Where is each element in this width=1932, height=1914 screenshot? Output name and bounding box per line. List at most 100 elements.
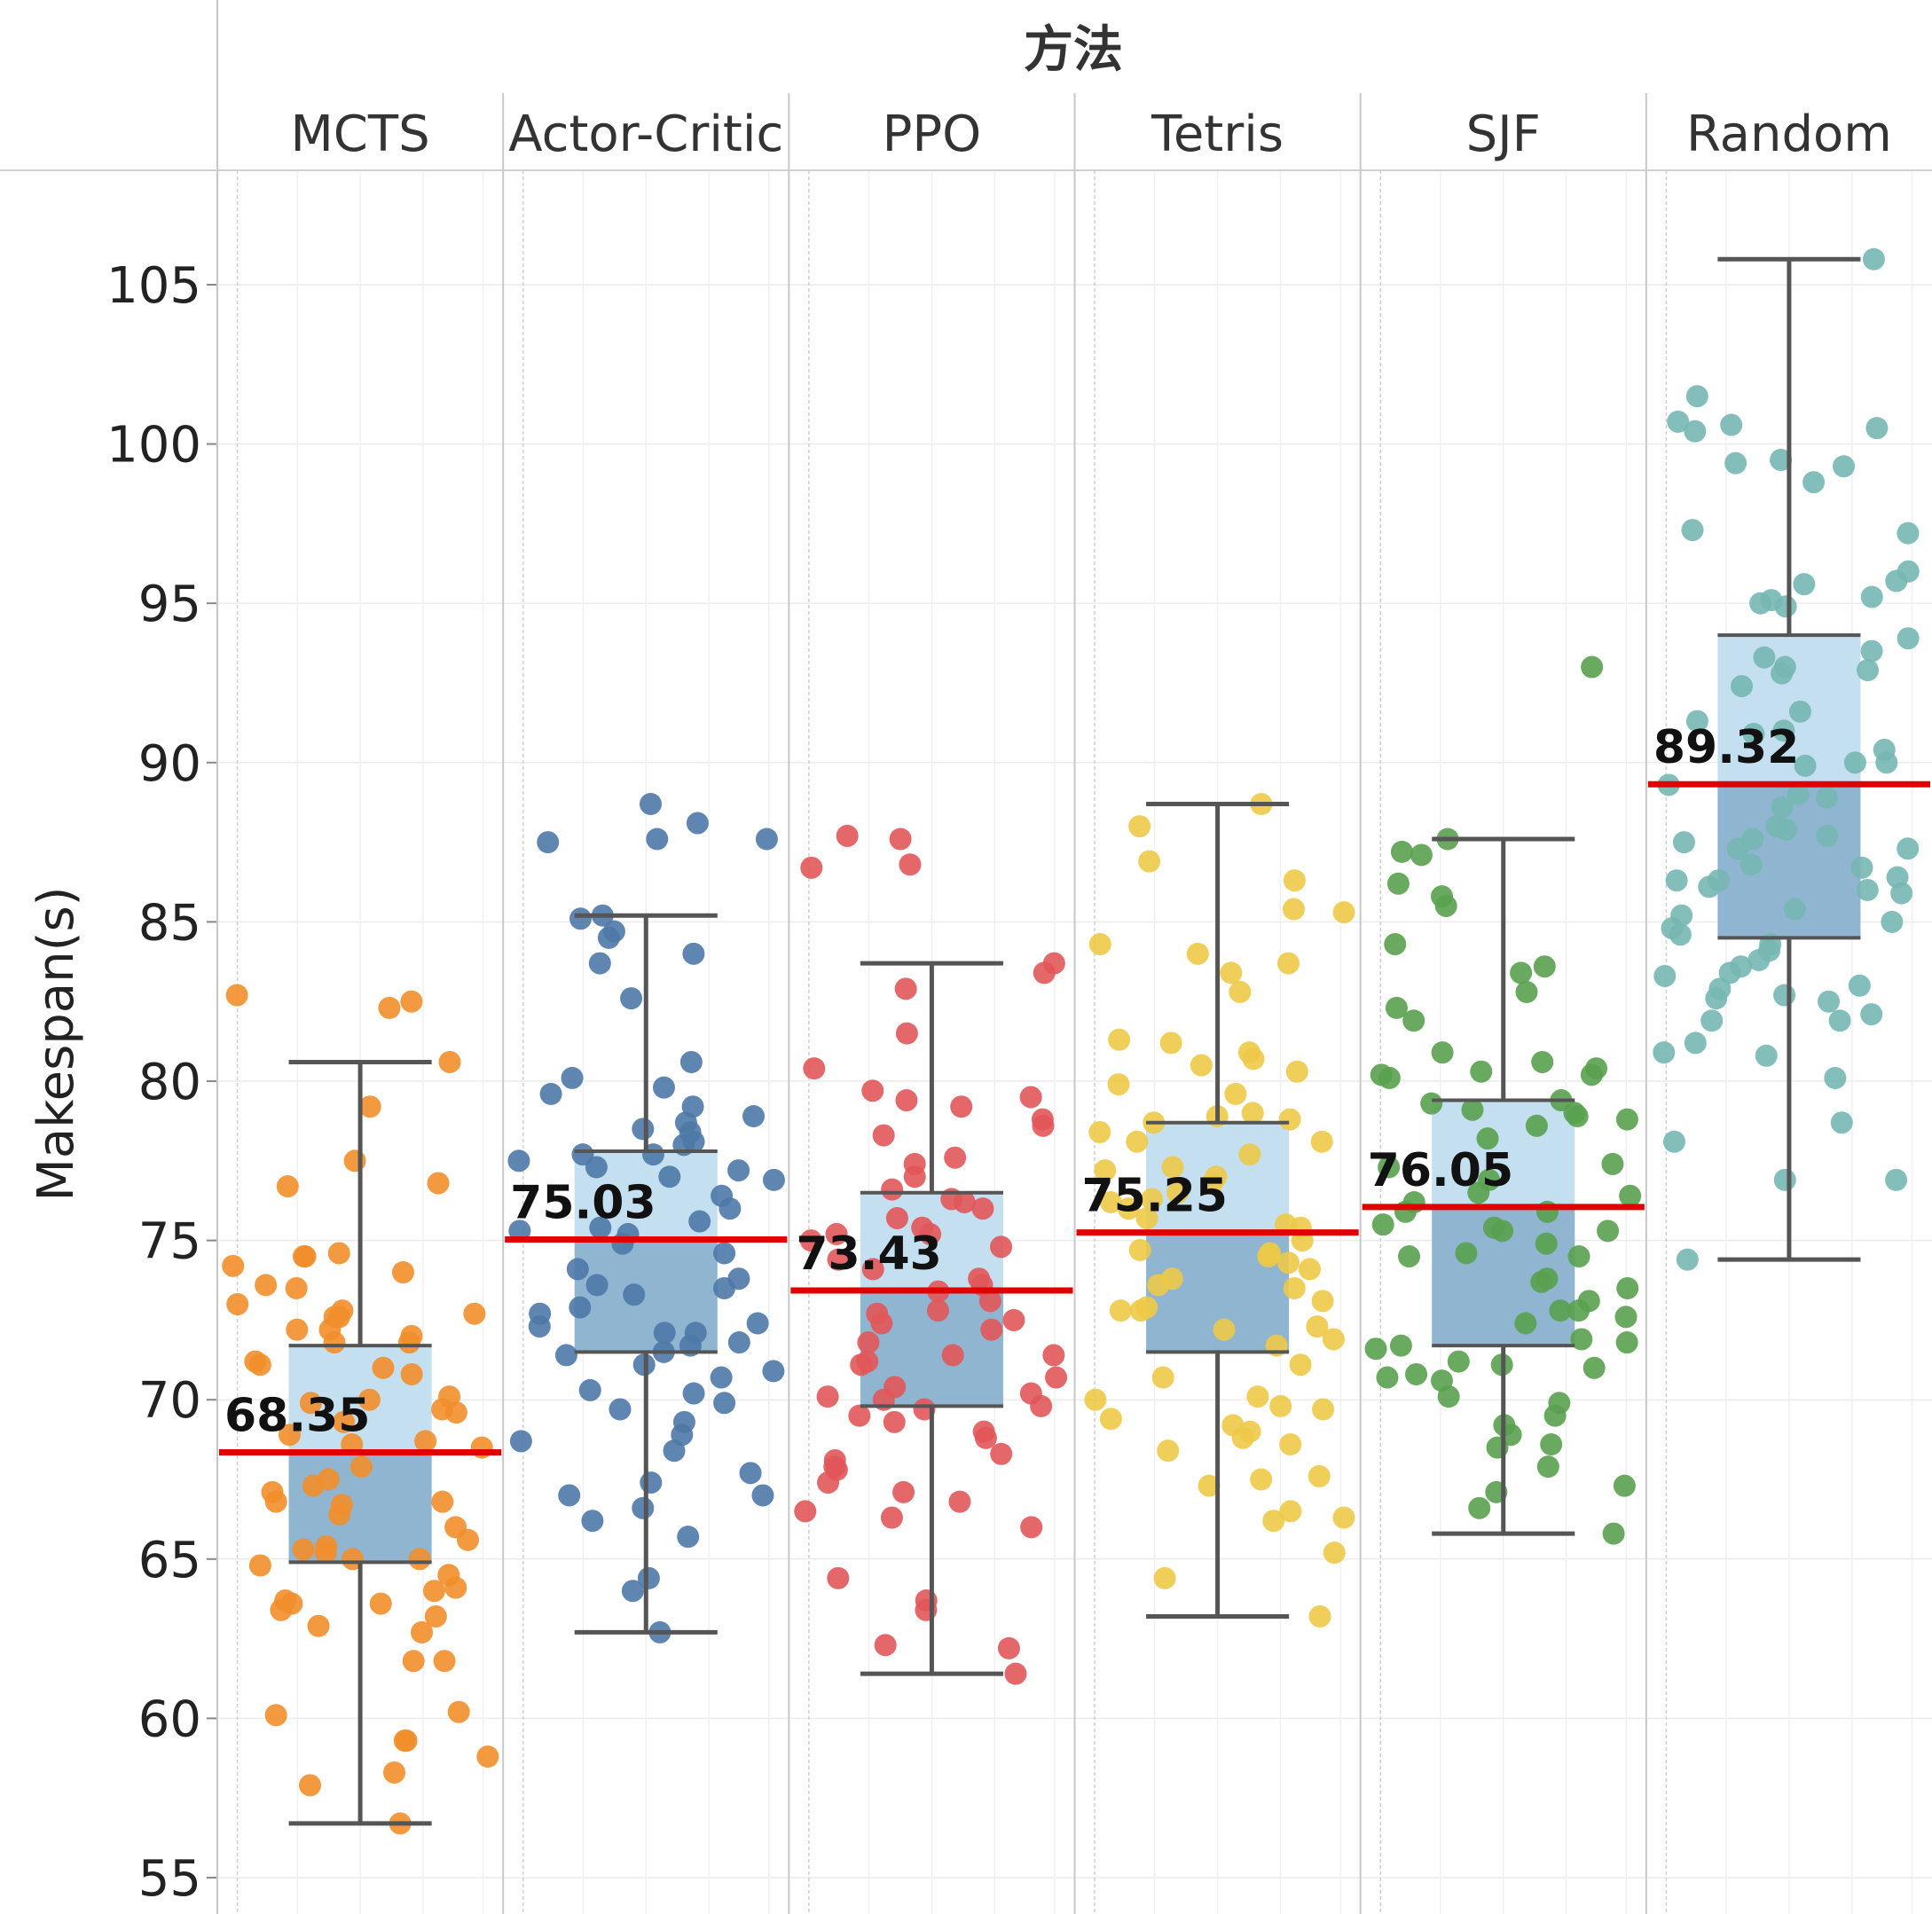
data-point xyxy=(422,1580,445,1603)
data-point xyxy=(866,1302,889,1325)
data-point xyxy=(872,1124,895,1147)
data-point xyxy=(1619,1184,1642,1207)
data-point xyxy=(1283,869,1306,892)
data-point xyxy=(393,1730,416,1753)
mean-label-actor-critic: 75.03 xyxy=(510,1177,656,1230)
data-point xyxy=(424,1604,447,1628)
data-point xyxy=(1259,1242,1282,1265)
data-point xyxy=(554,1344,577,1367)
data-point xyxy=(710,1366,733,1389)
data-point xyxy=(1773,655,1796,679)
data-point xyxy=(1772,719,1795,742)
data-point xyxy=(264,1704,287,1727)
data-point xyxy=(349,1455,373,1479)
data-point xyxy=(682,942,705,965)
data-point xyxy=(1430,1369,1453,1392)
data-point xyxy=(713,1242,736,1265)
data-point xyxy=(248,1554,271,1577)
data-point xyxy=(1740,853,1763,876)
data-point xyxy=(602,920,625,943)
data-point xyxy=(1141,1188,1164,1211)
data-point xyxy=(827,1248,850,1271)
data-point xyxy=(727,1331,750,1354)
mean-layer: 68.35 75.03 73.43 75.25 76.05 89.32 xyxy=(219,721,1930,1455)
y-tick-label: 90 xyxy=(138,735,201,793)
data-point xyxy=(1482,1216,1505,1239)
data-point xyxy=(1455,1242,1478,1265)
data-point xyxy=(1186,942,1209,965)
data-point xyxy=(1161,1156,1184,1179)
data-point xyxy=(1283,1276,1306,1299)
data-point xyxy=(244,1350,267,1373)
data-point xyxy=(1198,1474,1221,1497)
data-point xyxy=(632,1118,655,1141)
data-point xyxy=(1135,1296,1158,1319)
data-point xyxy=(1384,933,1407,956)
data-point xyxy=(1783,898,1806,921)
data-point xyxy=(569,907,592,930)
data-point xyxy=(926,1299,949,1322)
data-point xyxy=(1897,522,1920,545)
data-point xyxy=(751,1484,774,1507)
data-point xyxy=(1045,1366,1068,1389)
data-point xyxy=(1597,1220,1620,1243)
data-point xyxy=(1371,1213,1394,1236)
data-point xyxy=(1126,1130,1149,1153)
data-point xyxy=(885,1206,908,1229)
data-point xyxy=(1262,1510,1285,1533)
data-point xyxy=(1510,961,1533,984)
data-point xyxy=(1099,1190,1122,1213)
data-point xyxy=(333,1410,356,1433)
data-point xyxy=(899,853,922,876)
data-point xyxy=(895,1022,918,1045)
data-point xyxy=(827,1566,850,1589)
data-point xyxy=(971,1197,994,1220)
data-point xyxy=(1787,783,1810,806)
data-point xyxy=(1088,933,1111,956)
data-point xyxy=(1282,898,1305,921)
data-point xyxy=(317,1468,340,1491)
data-point xyxy=(569,1296,592,1319)
data-point xyxy=(1405,1362,1428,1385)
data-point xyxy=(1685,710,1708,733)
data-point xyxy=(433,1650,456,1673)
data-point xyxy=(1850,856,1873,879)
data-point xyxy=(1585,1057,1608,1080)
data-point xyxy=(400,1324,423,1347)
data-point xyxy=(1385,996,1408,1019)
data-point xyxy=(1332,1506,1355,1529)
data-point xyxy=(1237,1041,1261,1064)
data-point xyxy=(892,1480,915,1503)
data-point xyxy=(1670,904,1693,927)
data-point xyxy=(1788,700,1811,723)
data-point xyxy=(276,1175,299,1198)
column-header-sjf: SJF xyxy=(1466,106,1541,163)
data-point xyxy=(968,1267,991,1290)
data-point xyxy=(331,1299,354,1322)
data-point xyxy=(1540,1432,1563,1455)
data-point xyxy=(437,1564,460,1587)
y-tick-label: 100 xyxy=(106,417,201,475)
data-point xyxy=(225,984,248,1007)
data-point xyxy=(861,1079,884,1102)
data-point xyxy=(1833,455,1856,478)
data-point xyxy=(226,1292,249,1315)
mean-label-random: 89.32 xyxy=(1653,721,1799,774)
data-point xyxy=(1667,410,1690,433)
y-tick-label: 70 xyxy=(138,1372,201,1430)
data-point xyxy=(688,1210,711,1233)
data-point xyxy=(1730,955,1753,978)
data-point xyxy=(566,1258,589,1281)
data-point xyxy=(1857,659,1880,682)
data-point xyxy=(950,1095,973,1118)
data-point xyxy=(1370,1063,1393,1086)
data-point xyxy=(1094,1159,1117,1182)
data-point xyxy=(739,1462,762,1485)
column-header-tetris: Tetris xyxy=(1151,106,1284,163)
data-point xyxy=(1276,1251,1300,1275)
data-point xyxy=(292,1245,315,1268)
data-point xyxy=(1431,1041,1454,1064)
data-point xyxy=(677,1526,700,1549)
data-point xyxy=(1004,1662,1027,1685)
